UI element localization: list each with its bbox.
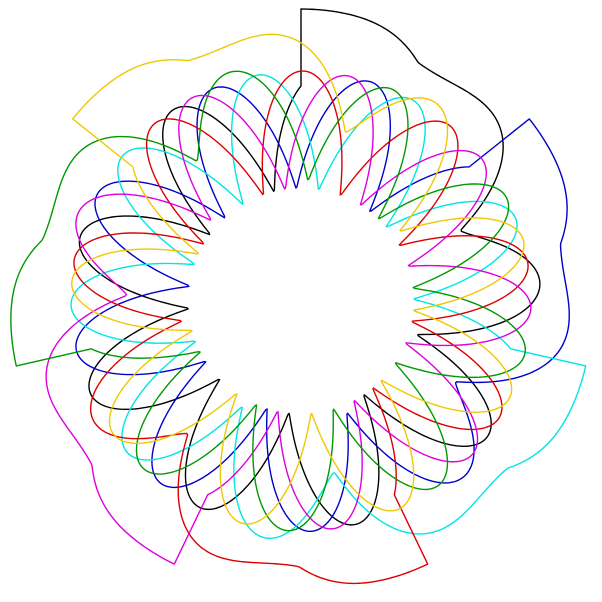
yellow-curve <box>71 33 525 525</box>
magenta-curve <box>45 74 532 565</box>
red-curve <box>73 70 529 585</box>
curves-group <box>10 8 587 585</box>
blue-curve <box>75 80 570 533</box>
cyan-curve <box>70 74 587 539</box>
black-curve <box>78 8 541 526</box>
green-curve <box>10 70 527 532</box>
